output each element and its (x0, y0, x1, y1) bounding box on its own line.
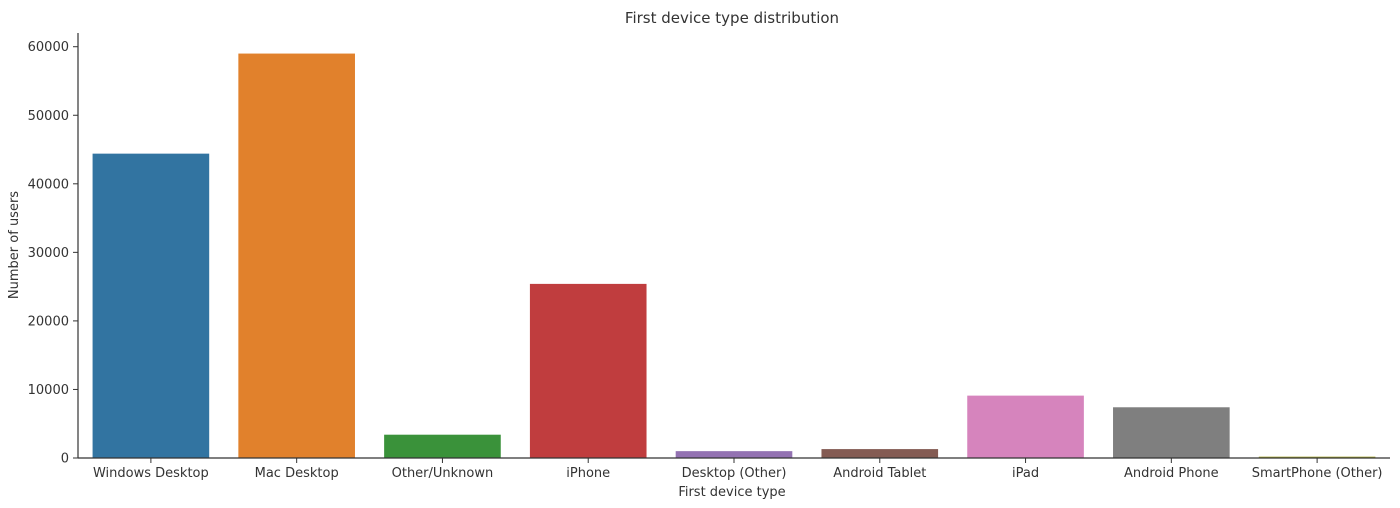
bar-8 (1258, 456, 1376, 458)
y-axis-label: Number of users (7, 191, 22, 299)
chart-title: First device type distribution (625, 9, 839, 27)
x-tick-label-0: Windows Desktop (93, 466, 209, 481)
y-tick-label-5: 50000 (28, 109, 69, 124)
x-tick-label-3: iPhone (566, 466, 610, 481)
y-tick-label-1: 10000 (28, 383, 69, 398)
x-tick-label-4: Desktop (Other) (682, 466, 787, 481)
y-tick-label-3: 30000 (28, 246, 69, 261)
y-tick-label-4: 40000 (28, 177, 69, 192)
x-tick-label-8: SmartPhone (Other) (1252, 466, 1383, 481)
bar-0 (92, 153, 210, 459)
y-tick-label-6: 60000 (28, 40, 69, 55)
bar-3 (529, 283, 647, 458)
bar-4 (675, 451, 793, 458)
bar-7 (1113, 407, 1230, 458)
bar-2 (384, 434, 501, 458)
bars-group (92, 53, 1376, 459)
x-tick-label-6: iPad (1012, 466, 1039, 481)
y-axis: 0 10000 20000 30000 40000 50000 60000 (28, 33, 79, 467)
x-tick-label-5: Android Tablet (833, 466, 926, 481)
x-tick-label-1: Mac Desktop (255, 466, 339, 481)
bar-1 (238, 53, 355, 459)
bar-5 (821, 449, 939, 458)
y-tick-label-0: 0 (61, 452, 69, 467)
x-axis: Windows Desktop Mac Desktop Other/Unknown i… (78, 457, 1390, 481)
y-tick-label-2: 20000 (28, 314, 69, 329)
x-axis-label: First device type (678, 485, 785, 500)
bar-6 (967, 395, 1084, 458)
x-tick-label-7: Android Phone (1124, 466, 1219, 481)
x-tick-label-2: Other/Unknown (392, 466, 494, 481)
